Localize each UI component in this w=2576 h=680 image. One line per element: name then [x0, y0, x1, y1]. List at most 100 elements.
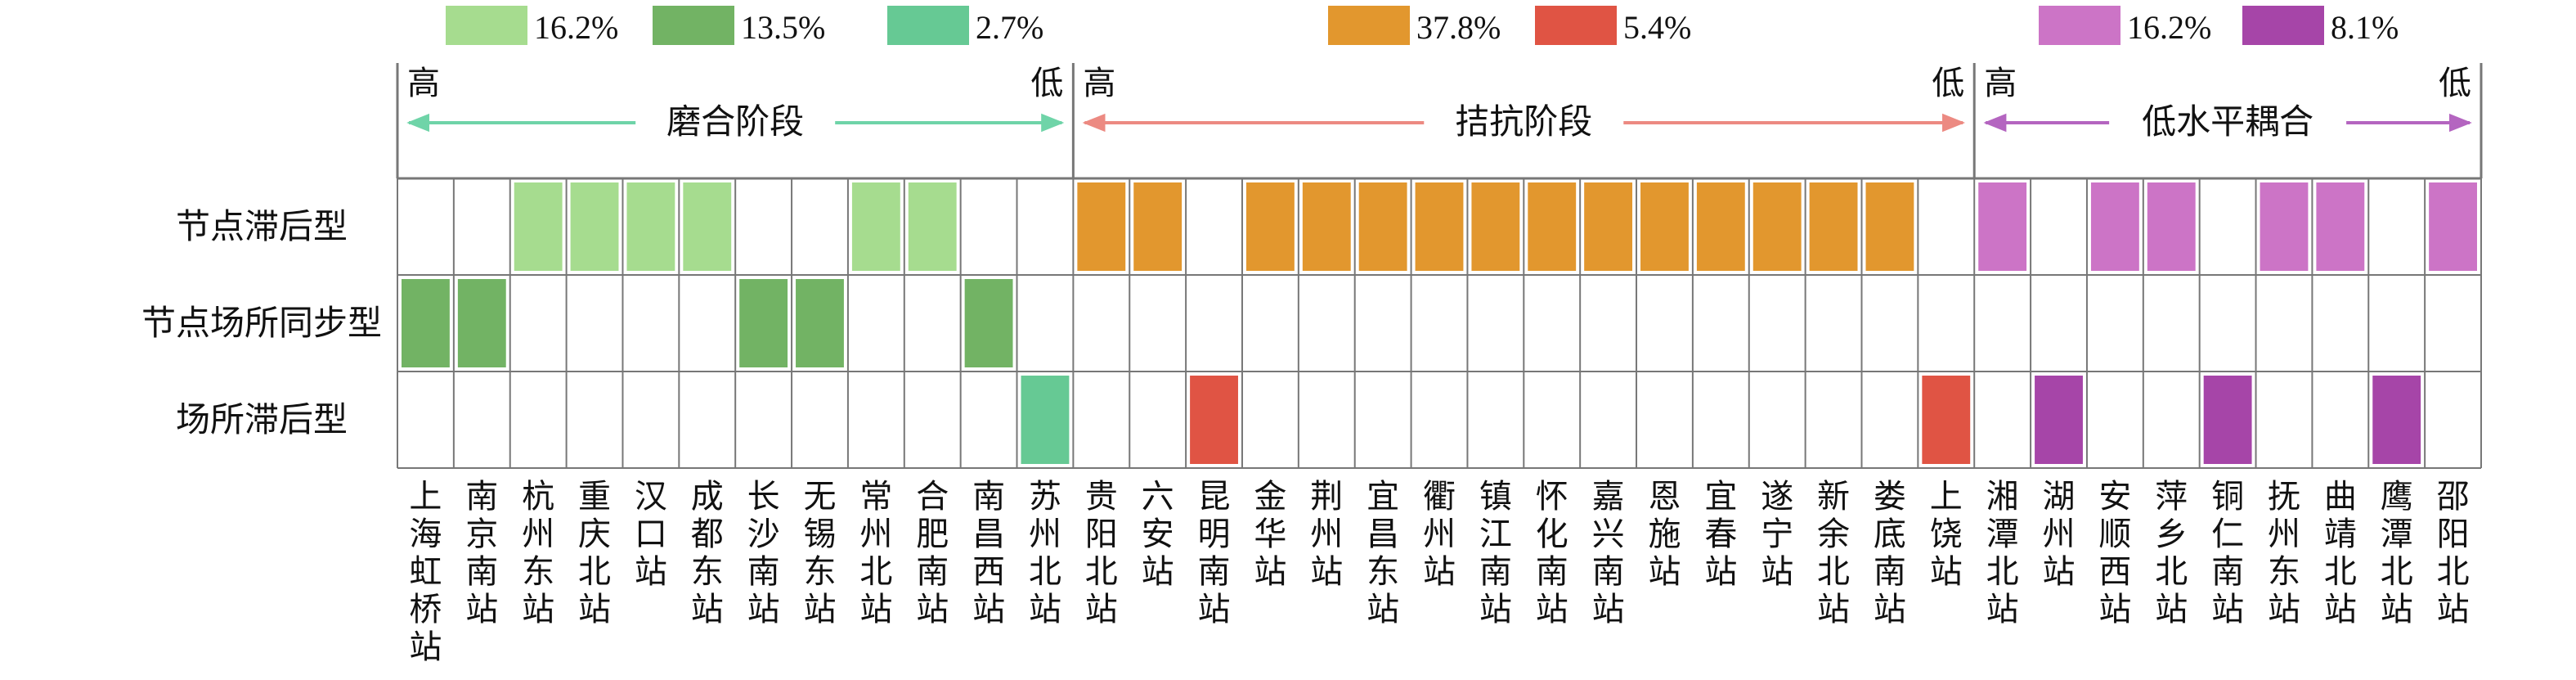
heatmap-cell — [1415, 376, 1464, 464]
heatmap-cell — [1922, 182, 1971, 271]
heatmap-cell — [1471, 182, 1520, 271]
station-label: 常州北站 — [859, 478, 892, 628]
station-label: 娄底南站 — [1874, 478, 1906, 628]
heatmap-cell — [1133, 279, 1183, 367]
heatmap-cell — [457, 182, 506, 271]
heatmap-cell — [1752, 182, 1802, 271]
heatmap-cell — [1752, 376, 1802, 464]
station-label: 嘉兴南站 — [1592, 478, 1625, 628]
heatmap-cell — [1358, 376, 1407, 464]
station-label: 上饶站 — [1930, 478, 1963, 591]
heatmap-cell — [908, 182, 957, 271]
heatmap-cell — [1528, 279, 1577, 367]
heatmap-cell — [2316, 376, 2365, 464]
heatmap-cell — [1809, 182, 1858, 271]
station-label: 重庆北站 — [578, 478, 611, 628]
heatmap-cell — [2372, 376, 2421, 464]
heatmap-cell — [1077, 376, 1126, 464]
heatmap-cell — [1528, 376, 1577, 464]
heatmap-cell — [1865, 376, 1914, 464]
legend-label: 2.7% — [976, 9, 1043, 46]
heatmap-cell — [1358, 182, 1407, 271]
heatmap-cell — [683, 279, 732, 367]
station-label: 安顺西站 — [2098, 478, 2131, 628]
heatmap-cell — [2147, 376, 2196, 464]
heatmap-cell — [2147, 182, 2196, 271]
heatmap-cell — [514, 279, 563, 367]
station-label: 金华站 — [1254, 478, 1286, 591]
heatmap-cell — [1471, 279, 1520, 367]
heatmap-cell — [570, 376, 619, 464]
stage-low-label: 低 — [1030, 65, 1063, 102]
stage-name: 低水平耦合 — [2142, 101, 2313, 142]
station-label: 南昌西站 — [972, 478, 1005, 628]
heatmap-cell — [1358, 279, 1407, 367]
heatmap-cell — [796, 182, 844, 271]
heatmap-cell — [1021, 182, 1070, 271]
heatmap-cell — [2147, 279, 2196, 367]
station-label: 宜昌东站 — [1367, 478, 1399, 628]
heatmap-cell — [1865, 182, 1914, 271]
heatmap-cell — [1696, 279, 1745, 367]
stage-high-label: 高 — [1984, 65, 2017, 102]
heatmap-cell — [2316, 182, 2365, 271]
heatmap-cell — [964, 376, 1013, 464]
legend-swatch — [2242, 6, 2324, 45]
heatmap-cell — [570, 279, 619, 367]
heatmap-cell — [626, 279, 675, 367]
heatmap-cell — [402, 182, 450, 271]
heatmap-cell — [2035, 279, 2083, 367]
heatmap-cell — [626, 182, 675, 271]
heatmap-cell — [1809, 376, 1858, 464]
heatmap-cell — [1190, 279, 1238, 367]
heatmap-cell — [1245, 376, 1295, 464]
heatmap-cell — [402, 279, 450, 367]
heatmap-cell — [626, 376, 675, 464]
row-label: 节点场所同步型 — [141, 303, 382, 343]
heatmap-cell — [1584, 376, 1633, 464]
legend-label: 37.8% — [1416, 9, 1501, 46]
station-label: 鹰潭北站 — [2381, 478, 2413, 628]
stage-high-label: 高 — [1083, 65, 1115, 102]
row-label: 场所滞后型 — [176, 399, 348, 439]
legend-label: 16.2% — [2127, 9, 2211, 46]
heatmap-cell — [2090, 279, 2139, 367]
heatmap-cell — [908, 279, 957, 367]
station-label: 湘潭北站 — [1986, 478, 2019, 628]
heatmap-cell — [1021, 376, 1070, 464]
heatmap-cell — [457, 376, 506, 464]
station-label: 合肥南站 — [916, 478, 949, 628]
heatmap-cell — [739, 279, 788, 367]
heatmap-cell — [1415, 279, 1464, 367]
heatmap-cell — [1584, 279, 1633, 367]
heatmap-cell — [2429, 279, 2477, 367]
legend-swatch — [2039, 6, 2120, 45]
heatmap-cell — [1696, 182, 1745, 271]
legend-label: 13.5% — [741, 9, 825, 46]
heatmap-cell — [796, 376, 844, 464]
station-label: 宜春站 — [1704, 478, 1737, 591]
legend-swatch — [887, 6, 969, 45]
heatmap-cell — [2429, 182, 2477, 271]
heatmap-cell — [1245, 182, 1295, 271]
station-label: 长沙南站 — [747, 478, 780, 628]
heatmap-cell — [2260, 279, 2309, 367]
heatmap-cell — [1133, 182, 1183, 271]
station-label: 怀化南站 — [1536, 478, 1568, 628]
heatmap-cell — [1809, 279, 1858, 367]
heatmap-cell — [1528, 182, 1577, 271]
station-label: 遂宁站 — [1761, 478, 1793, 591]
heatmap-cell — [1190, 376, 1238, 464]
heatmap-cell — [1640, 279, 1689, 367]
heatmap-cell — [514, 182, 563, 271]
legend-label: 5.4% — [1623, 9, 1691, 46]
station-label: 恩施站 — [1648, 478, 1681, 591]
heatmap-cell — [457, 279, 506, 367]
heatmap-cell — [683, 182, 732, 271]
heatmap-cell — [2372, 182, 2421, 271]
heatmap-cell — [851, 182, 900, 271]
heatmap-cell — [2090, 182, 2139, 271]
heatmap-cell — [1978, 279, 2027, 367]
heatmap-cell — [1752, 279, 1802, 367]
heatmap-cell — [1302, 182, 1351, 271]
